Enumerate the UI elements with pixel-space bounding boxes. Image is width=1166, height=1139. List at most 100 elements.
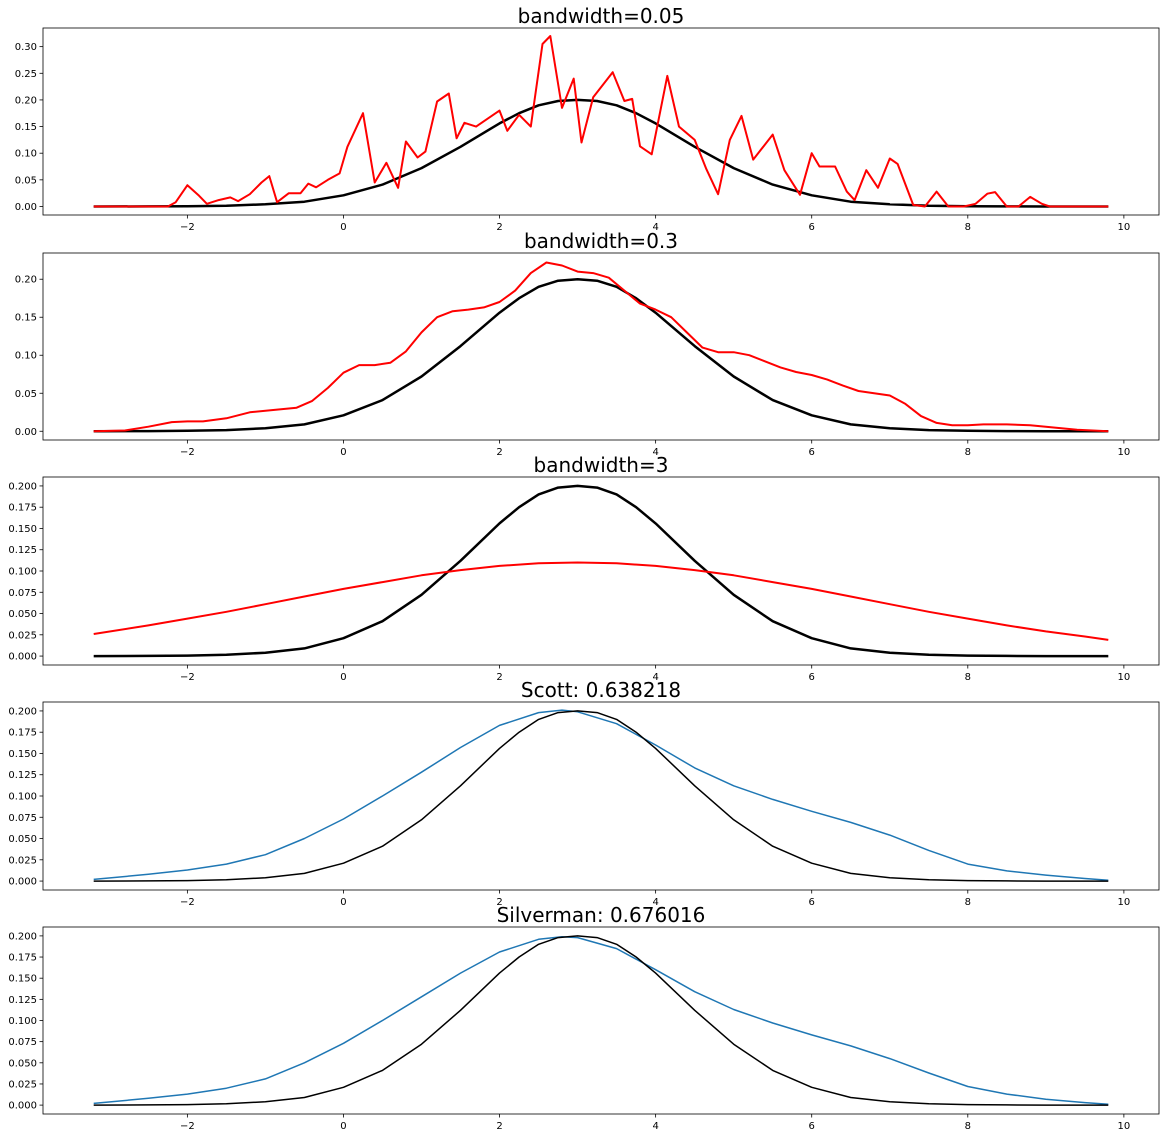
true-density-line: [93, 484, 1109, 658]
y-tick-label: 0.150: [8, 749, 37, 760]
y-tick-label: 0.175: [8, 953, 37, 964]
true-density-line: [93, 935, 1109, 1106]
y-tick-label: 0.175: [8, 503, 37, 514]
y-tick-label: 0.100: [8, 792, 37, 803]
y-axis: 0.00 0.05 0.10 0.15 0.20 0.25 0.30: [15, 42, 43, 213]
y-tick-label: 0.150: [8, 524, 37, 535]
y-tick-label: 0.20: [15, 275, 37, 286]
x-tick-label: 10: [1118, 672, 1131, 683]
y-tick-label: 0.15: [15, 313, 37, 324]
y-tick-label: 0.050: [8, 609, 37, 620]
x-tick-label: 0: [340, 672, 346, 683]
y-axis: 0.00 0.05 0.10 0.15 0.20: [15, 275, 43, 438]
y-axis: 0.000 0.025 0.050 0.075 0.100 0.125 0.150 0.175…: [8, 931, 43, 1112]
y-tick-label: 0.050: [8, 1058, 37, 1069]
x-tick-label: 4: [652, 897, 658, 908]
x-tick-label: 2: [496, 447, 502, 458]
y-tick-label: 0.05: [15, 389, 37, 400]
subplot-bandwidth-3: bandwidth=3 −2 0 2 4 6 8 10 0.000 0.025 0.050 0.07…: [8, 453, 1160, 683]
plot-area: [93, 935, 1109, 1106]
subplot-bandwidth-0-3: bandwidth=0.3 −2 0 2 4 6 8 100.000.050.100.150…: [15, 229, 1160, 458]
y-tick-label: 0.175: [8, 728, 37, 739]
x-tick-label: −2: [180, 1121, 195, 1132]
y-tick-label: 0.000: [8, 1101, 37, 1112]
y-tick-label: 0.025: [8, 855, 37, 866]
y-tick-label: 0.05: [15, 175, 37, 186]
y-axis: 0.000 0.025 0.050 0.075 0.100 0.125 0.150 0.175…: [8, 706, 43, 888]
x-tick-label: 8: [965, 447, 971, 458]
y-tick-label: 0.15: [15, 122, 37, 133]
kde-bandwidth-0.3-line: [93, 261, 1109, 433]
y-tick-label: 0.200: [8, 931, 37, 942]
x-tick-label: 4: [652, 672, 658, 683]
true-density-line: [93, 710, 1109, 882]
x-axis: −2 0 2 4 6 8 10: [180, 440, 1130, 458]
plot-area: [93, 709, 1109, 882]
y-tick-label: 0.000: [8, 652, 37, 663]
subplot-silverman: Silverman: 0.676016 −2 0 2 4 6 8 100.0000.0250…: [8, 903, 1160, 1132]
x-tick-label: 4: [652, 1121, 658, 1132]
y-tick-label: 0.30: [15, 42, 37, 53]
x-tick-label: 8: [965, 222, 971, 233]
y-tick-label: 0.075: [8, 1037, 37, 1048]
subplot-scott: Scott: 0.638218 −2 0 2 4 6 8 10 0.000 0.025 0.050…: [8, 678, 1160, 908]
subplot-title: Silverman: 0.676016: [497, 903, 706, 927]
x-tick-label: 6: [809, 1121, 815, 1132]
x-tick-label: 0: [340, 222, 346, 233]
x-tick-label: 0: [340, 897, 346, 908]
x-axis: −2 0 2 4 6 8 10: [180, 890, 1130, 908]
x-tick-label: 8: [965, 897, 971, 908]
plot-area: [93, 35, 1109, 208]
kde-scott-line: [93, 709, 1109, 881]
y-tick-label: 0.125: [8, 545, 37, 556]
x-tick-label: 6: [809, 897, 815, 908]
y-tick-label: 0.000: [8, 877, 37, 888]
kde-silverman-line: [93, 935, 1109, 1106]
y-tick-label: 0.00: [15, 427, 37, 438]
x-tick-label: 6: [809, 672, 815, 683]
x-tick-label: −2: [180, 447, 195, 458]
x-tick-label: 4: [652, 447, 658, 458]
x-tick-label: 2: [496, 672, 502, 683]
x-tick-label: 2: [496, 222, 502, 233]
x-tick-label: 0: [340, 1121, 346, 1132]
subplot-bandwidth-0-05: bandwidth=0.05 −2 0 2 4 6 8 10 0.00 0.05 0.10 0.15…: [15, 4, 1160, 233]
x-tick-label: 6: [809, 222, 815, 233]
x-axis: −2 0 2 4 6 8 10: [180, 665, 1130, 683]
y-tick-label: 0.100: [8, 567, 37, 578]
x-tick-label: 10: [1118, 447, 1131, 458]
y-tick-label: 0.00: [15, 202, 37, 213]
x-tick-label: 2: [496, 897, 502, 908]
y-tick-label: 0.200: [8, 481, 37, 492]
x-tick-label: 8: [965, 672, 971, 683]
x-axis: −2 0 2 4 6 8 10: [180, 215, 1130, 233]
x-tick-label: 10: [1118, 1121, 1131, 1132]
x-tick-label: 10: [1118, 897, 1131, 908]
x-axis: −2 0 2 4 6 8 10: [180, 1114, 1130, 1132]
x-tick-label: −2: [180, 222, 195, 233]
axes-frame: [42, 27, 1160, 216]
y-tick-label: 0.10: [15, 351, 37, 362]
x-tick-label: 4: [652, 222, 658, 233]
axes-frame: [42, 252, 1160, 441]
y-axis: 0.000 0.025 0.050 0.075 0.100 0.125 0.150 0.175…: [8, 481, 43, 663]
y-tick-label: 0.025: [8, 630, 37, 641]
x-tick-label: −2: [180, 897, 195, 908]
x-tick-label: 10: [1118, 222, 1131, 233]
y-tick-label: 0.075: [8, 813, 37, 824]
subplot-title: Scott: 0.638218: [521, 678, 681, 702]
y-tick-label: 0.125: [8, 995, 37, 1006]
y-tick-label: 0.100: [8, 1016, 37, 1027]
kde-bandwidth-0.05-line: [93, 35, 1109, 208]
true-density-line: [93, 277, 1109, 433]
true-density-line: [93, 98, 1109, 208]
kde-bandwidth-3-line: [93, 561, 1109, 641]
subplot-title: bandwidth=3: [534, 453, 669, 477]
x-tick-label: −2: [180, 672, 195, 683]
x-tick-label: 6: [809, 447, 815, 458]
subplot-title: bandwidth=0.3: [524, 229, 678, 253]
y-tick-label: 0.20: [15, 95, 37, 106]
x-tick-label: 8: [965, 1121, 971, 1132]
